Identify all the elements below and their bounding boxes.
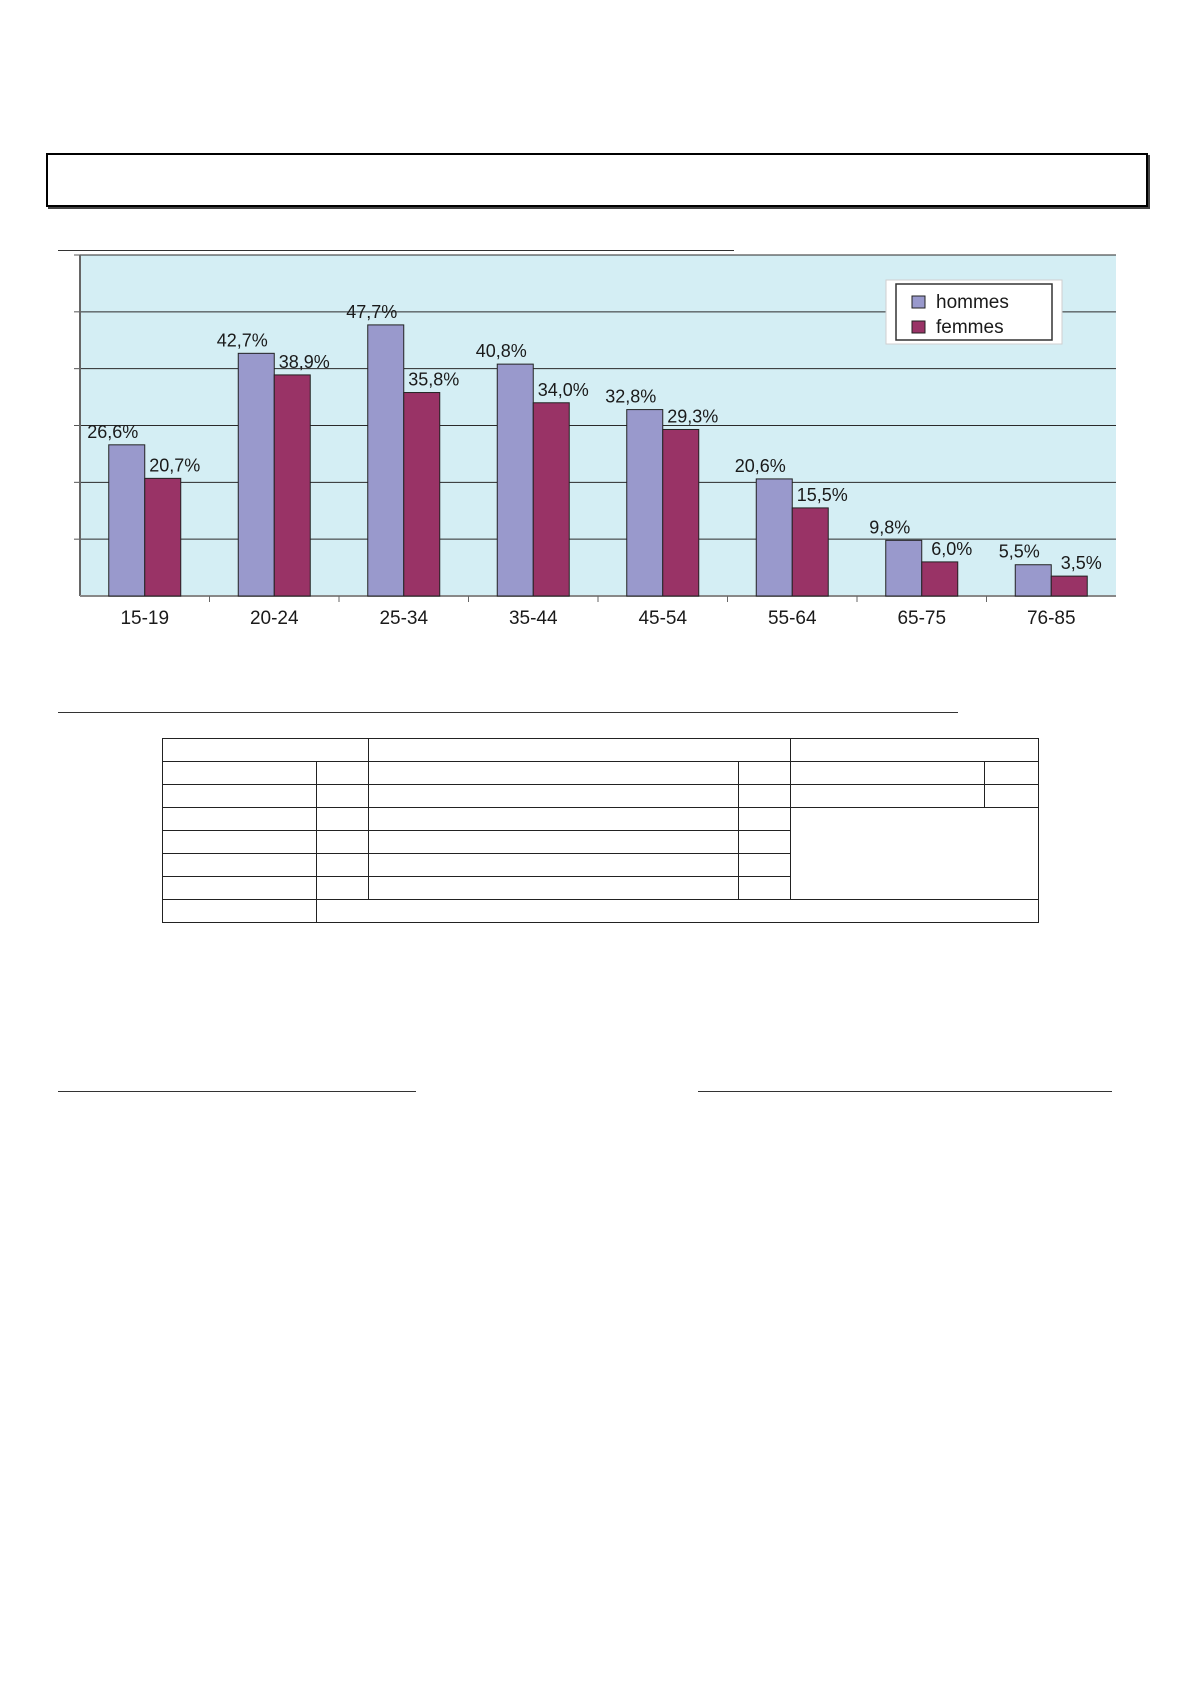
- table-row: [162, 830, 1039, 854]
- bar-femmes-20-24: [273, 374, 311, 597]
- right-section-rule: [698, 1091, 1112, 1092]
- table-cell: [316, 876, 369, 900]
- table-title-rule: [58, 712, 958, 713]
- table-cell: [162, 807, 317, 831]
- table-cell: [162, 899, 317, 923]
- bar-hommes-45-54: [626, 409, 664, 597]
- legend-label-hommes: hommes: [936, 292, 1009, 313]
- table-cell: [790, 761, 985, 785]
- data-label: 35,8%: [408, 370, 459, 390]
- table-cell: [316, 853, 369, 877]
- data-label: 6,0%: [931, 539, 972, 559]
- table-cell: [738, 761, 791, 785]
- bar-hommes-55-64: [755, 478, 793, 597]
- bar-femmes-35-44: [532, 402, 570, 597]
- bar-femmes-45-54: [662, 428, 700, 597]
- table-merged-cell: [790, 807, 1039, 900]
- table-cell: [368, 761, 739, 785]
- x-tick-label: 76-85: [1027, 608, 1076, 629]
- table-cell: [316, 807, 369, 831]
- table-cell: [316, 784, 369, 808]
- data-label: 34,0%: [538, 380, 589, 400]
- bar-hommes-15-19: [108, 444, 146, 597]
- table-cell: [984, 784, 1039, 808]
- bar-femmes-25-34: [403, 392, 441, 597]
- table-cell: [162, 830, 317, 854]
- data-label: 38,9%: [279, 352, 330, 372]
- table-cell: [162, 784, 317, 808]
- bar-femmes-55-64: [791, 507, 829, 597]
- legend-swatch-hommes: [911, 295, 926, 309]
- table-cell: [368, 876, 739, 900]
- table-cell: [738, 784, 791, 808]
- bar-femmes-65-75: [921, 561, 959, 597]
- table-row: [162, 761, 1039, 785]
- data-label: 9,8%: [869, 517, 910, 537]
- chart-title-rule: [58, 250, 734, 251]
- data-label: 20,7%: [149, 455, 200, 475]
- legend-label-femmes: femmes: [936, 317, 1004, 338]
- left-section-rule: [58, 1091, 416, 1092]
- x-tick-label: 35-44: [509, 608, 558, 629]
- table-cell: [162, 853, 317, 877]
- table-cell: [368, 807, 739, 831]
- bar-hommes-76-85: [1014, 564, 1052, 597]
- table-cell: [368, 853, 739, 877]
- data-label: 47,7%: [346, 302, 397, 322]
- table-cell: [162, 876, 317, 900]
- table-cell: [738, 807, 791, 831]
- table-cell: [316, 761, 369, 785]
- x-tick-label: 65-75: [897, 608, 946, 629]
- table-row: [162, 876, 1039, 900]
- data-label: 26,6%: [87, 422, 138, 442]
- table-cell: [368, 738, 791, 762]
- data-label: 42,7%: [217, 330, 268, 350]
- table-cell: [162, 761, 317, 785]
- table-cell: [316, 830, 369, 854]
- table-row: [162, 899, 1039, 923]
- table-row: [162, 784, 1039, 808]
- x-tick-label: 20-24: [250, 608, 299, 629]
- data-label: 40,8%: [476, 341, 527, 361]
- table-cell: [790, 738, 1039, 762]
- bar-femmes-76-85: [1050, 575, 1088, 597]
- x-tick-label: 45-54: [638, 608, 687, 629]
- table-row: [162, 853, 1039, 877]
- x-tick-label: 15-19: [120, 608, 169, 629]
- table-row: [162, 738, 1039, 762]
- data-label: 20,6%: [735, 456, 786, 476]
- data-label: 32,8%: [605, 387, 656, 407]
- header-box: [46, 153, 1148, 207]
- table-row: [162, 807, 1039, 900]
- table-cell: [162, 738, 369, 762]
- data-label: 15,5%: [797, 485, 848, 505]
- legend-frame: [895, 283, 1053, 341]
- blank-table: [162, 738, 1039, 923]
- table-cell: [738, 853, 791, 877]
- bar-femmes-15-19: [144, 477, 182, 597]
- table-cell: [738, 830, 791, 854]
- bar-hommes-20-24: [237, 352, 275, 597]
- x-tick-label: 55-64: [768, 608, 817, 629]
- x-tick-label: 25-34: [379, 608, 428, 629]
- table-cell: [790, 784, 985, 808]
- table-cell: [368, 830, 739, 854]
- bar-chart: 26,6% 20,7% 15-19 42,7% 38,9% 20-24 47,7% 35,8%…: [74, 254, 1116, 629]
- data-label: 5,5%: [999, 542, 1040, 562]
- legend-swatch-femmes: [911, 320, 926, 334]
- bar-hommes-35-44: [496, 363, 534, 597]
- table-cell: [368, 784, 739, 808]
- data-label: 3,5%: [1061, 553, 1102, 573]
- table-cell: [984, 761, 1039, 785]
- bar-hommes-65-75: [885, 539, 923, 597]
- table-cell: [738, 876, 791, 900]
- table-cell: [316, 899, 1039, 923]
- bar-hommes-25-34: [367, 324, 405, 597]
- data-label: 29,3%: [667, 406, 718, 426]
